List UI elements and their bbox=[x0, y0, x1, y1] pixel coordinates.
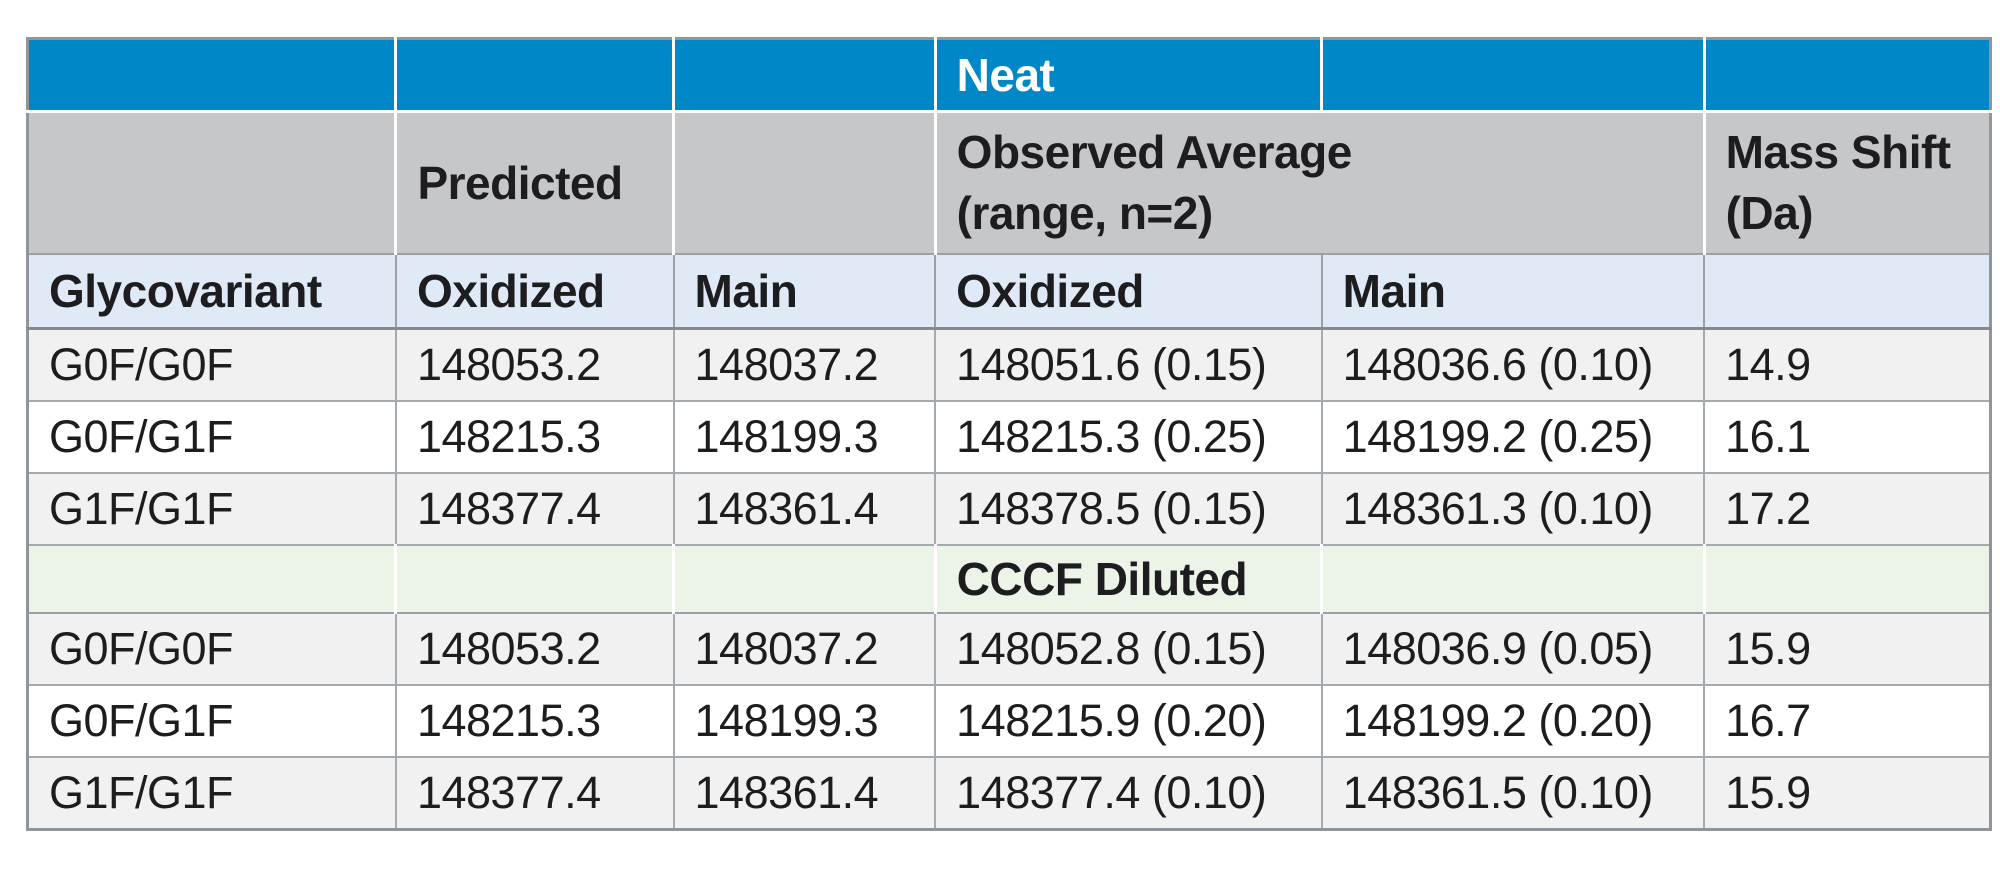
section-banner-empty-cell bbox=[27, 545, 398, 614]
cell-mass-shift: 14.9 bbox=[1704, 328, 1991, 402]
section-banner-empty-cell bbox=[1321, 545, 1706, 614]
cell-predicted-oxidized: 148053.2 bbox=[395, 328, 675, 402]
cell-glycovariant: G0F/G1F bbox=[27, 401, 397, 474]
section-banner-neat: Neat bbox=[935, 38, 1324, 113]
cell-observed-oxidized: 148215.3 (0.25) bbox=[935, 401, 1323, 474]
cell-observed-oxidized: 148215.9 (0.20) bbox=[935, 685, 1323, 758]
mass-shift-line2: (Da) bbox=[1725, 187, 1814, 239]
table-row-neat-g0f-g1f: G0F/G1F 148215.3 148199.3 148215.3 (0.25… bbox=[27, 401, 1991, 474]
banner-empty-cell bbox=[673, 38, 937, 113]
banner-empty-cell bbox=[1321, 38, 1706, 113]
cell-predicted-main: 148199.3 bbox=[673, 685, 937, 758]
cell-mass-shift: 16.7 bbox=[1704, 685, 1991, 758]
column-header-empty-cell bbox=[1704, 254, 1991, 330]
cell-glycovariant: G1F/G1F bbox=[27, 757, 397, 831]
cell-observed-main: 148199.2 (0.25) bbox=[1321, 401, 1706, 474]
table-row-cccf-g1f-g1f: G1F/G1F 148377.4 148361.4 148377.4 (0.10… bbox=[27, 757, 1991, 831]
cell-glycovariant: G1F/G1F bbox=[27, 473, 397, 546]
observed-average-line2: (range, n=2) bbox=[956, 187, 1214, 239]
cell-mass-shift: 15.9 bbox=[1704, 757, 1991, 831]
cell-mass-shift: 15.9 bbox=[1704, 613, 1991, 686]
table-row-neat-g0f-g0f: G0F/G0F 148053.2 148037.2 148051.6 (0.15… bbox=[27, 328, 1991, 402]
cell-observed-main: 148199.2 (0.20) bbox=[1321, 685, 1706, 758]
column-header-observed-oxidized: Oxidized bbox=[935, 254, 1323, 330]
mass-shift-line1: Mass Shift bbox=[1725, 126, 1952, 179]
cell-predicted-main: 148361.4 bbox=[673, 757, 937, 831]
banner-empty-cell bbox=[395, 38, 676, 113]
cell-observed-main: 148036.6 (0.10) bbox=[1321, 328, 1706, 402]
cell-predicted-oxidized: 148053.2 bbox=[395, 613, 675, 686]
cell-observed-oxidized: 148378.5 (0.15) bbox=[935, 473, 1323, 546]
table-row-cccf-g0f-g1f: G0F/G1F 148215.3 148199.3 148215.9 (0.20… bbox=[27, 685, 1991, 758]
table-row-neat-g1f-g1f: G1F/G1F 148377.4 148361.4 148378.5 (0.15… bbox=[27, 473, 1991, 546]
banner-empty-cell bbox=[27, 38, 398, 113]
observed-average-line1: Observed Average bbox=[956, 126, 1353, 179]
glycovariant-mass-table: Neat Predicted Observed Average (range, … bbox=[26, 37, 1992, 831]
group-header-empty-cell bbox=[27, 111, 398, 255]
group-header-empty-cell bbox=[673, 111, 937, 255]
table-row-cccf-g0f-g0f: G0F/G0F 148053.2 148037.2 148052.8 (0.15… bbox=[27, 613, 1991, 686]
section-banner-empty-cell bbox=[1704, 545, 1991, 614]
cell-predicted-main: 148037.2 bbox=[673, 613, 937, 686]
cell-predicted-oxidized: 148215.3 bbox=[395, 685, 675, 758]
section-banner-row: CCCF Diluted bbox=[27, 545, 1991, 614]
group-header-row: Predicted Observed Average (range, n=2) … bbox=[27, 111, 1991, 255]
banner-empty-cell bbox=[1704, 38, 1991, 113]
column-header-predicted-oxidized: Oxidized bbox=[395, 254, 675, 330]
cell-glycovariant: G0F/G0F bbox=[27, 328, 397, 402]
cell-observed-main: 148361.3 (0.10) bbox=[1321, 473, 1706, 546]
cell-observed-oxidized: 148377.4 (0.10) bbox=[935, 757, 1323, 831]
section-banner-cccf-diluted: CCCF Diluted bbox=[935, 545, 1324, 614]
group-header-predicted: Predicted bbox=[395, 111, 676, 255]
column-header-row: Glycovariant Oxidized Main Oxidized Main bbox=[27, 254, 1991, 330]
column-header-glycovariant: Glycovariant bbox=[27, 254, 397, 330]
cell-observed-main: 148361.5 (0.10) bbox=[1321, 757, 1706, 831]
cell-observed-oxidized: 148051.6 (0.15) bbox=[935, 328, 1323, 402]
cell-predicted-oxidized: 148215.3 bbox=[395, 401, 675, 474]
cell-observed-oxidized: 148052.8 (0.15) bbox=[935, 613, 1323, 686]
group-header-observed-average: Observed Average (range, n=2) bbox=[935, 111, 1706, 255]
cell-glycovariant: G0F/G1F bbox=[27, 685, 397, 758]
cell-observed-main: 148036.9 (0.05) bbox=[1321, 613, 1706, 686]
group-header-mass-shift: Mass Shift (Da) bbox=[1704, 111, 1991, 255]
cell-predicted-main: 148199.3 bbox=[673, 401, 937, 474]
banner-row: Neat bbox=[27, 38, 1991, 113]
cell-predicted-oxidized: 148377.4 bbox=[395, 757, 675, 831]
column-header-observed-main: Main bbox=[1321, 254, 1706, 330]
cell-predicted-main: 148037.2 bbox=[673, 328, 937, 402]
cell-predicted-oxidized: 148377.4 bbox=[395, 473, 675, 546]
cell-glycovariant: G0F/G0F bbox=[27, 613, 397, 686]
section-banner-empty-cell bbox=[673, 545, 937, 614]
cell-mass-shift: 16.1 bbox=[1704, 401, 1991, 474]
section-banner-empty-cell bbox=[395, 545, 676, 614]
column-header-predicted-main: Main bbox=[673, 254, 937, 330]
cell-mass-shift: 17.2 bbox=[1704, 473, 1991, 546]
cell-predicted-main: 148361.4 bbox=[673, 473, 937, 546]
